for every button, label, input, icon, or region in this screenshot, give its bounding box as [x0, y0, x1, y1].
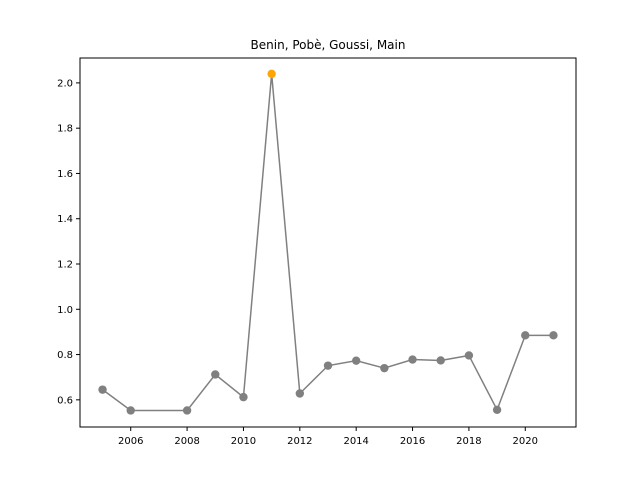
data-point — [323, 361, 333, 370]
y-tick-label: 2.0 — [57, 78, 73, 89]
chart-title: Benin, Pobè, Goussi, Main — [251, 38, 406, 52]
x-tick-label: 2006 — [118, 436, 143, 447]
data-point — [211, 370, 220, 379]
data-point — [182, 406, 192, 415]
y-tick-label: 1.6 — [57, 169, 73, 180]
data-point — [549, 331, 558, 340]
data-point — [464, 351, 474, 360]
data-points — [98, 69, 558, 415]
y-tick-label: 1.0 — [57, 305, 73, 316]
y-tick-label: 1.2 — [57, 260, 73, 271]
x-tick-label: 2018 — [456, 436, 481, 447]
y-tick-label: 0.6 — [57, 395, 73, 406]
data-point — [126, 406, 135, 415]
y-tick-label: 0.8 — [57, 350, 73, 361]
x-tick-label: 2020 — [513, 436, 538, 447]
x-tick-label: 2008 — [174, 436, 199, 447]
x-tick-label: 2014 — [343, 436, 368, 447]
data-point — [351, 356, 361, 365]
data-point — [380, 363, 389, 373]
data-point — [98, 385, 107, 394]
series-line — [102, 73, 554, 412]
y-axis: 0.6 0.8 1.0 1.2 1.4 1.6 1.8 2.0 — [57, 78, 80, 406]
y-tick-label: 1.4 — [57, 214, 73, 225]
x-tick-label: 2010 — [231, 436, 256, 447]
data-point — [492, 405, 502, 414]
x-tick-label: 2012 — [287, 436, 312, 447]
data-point — [408, 355, 417, 364]
y-tick-label: 1.8 — [57, 124, 73, 135]
data-point — [239, 392, 248, 402]
data-point — [436, 356, 445, 365]
highlight-point — [267, 69, 276, 79]
x-axis: 2006 2008 2010 2012 2014 2016 2018 2020 — [118, 427, 538, 447]
data-point — [295, 389, 305, 398]
data-point — [521, 331, 530, 340]
plot-area — [79, 57, 577, 428]
x-tick-label: 2016 — [400, 436, 425, 447]
